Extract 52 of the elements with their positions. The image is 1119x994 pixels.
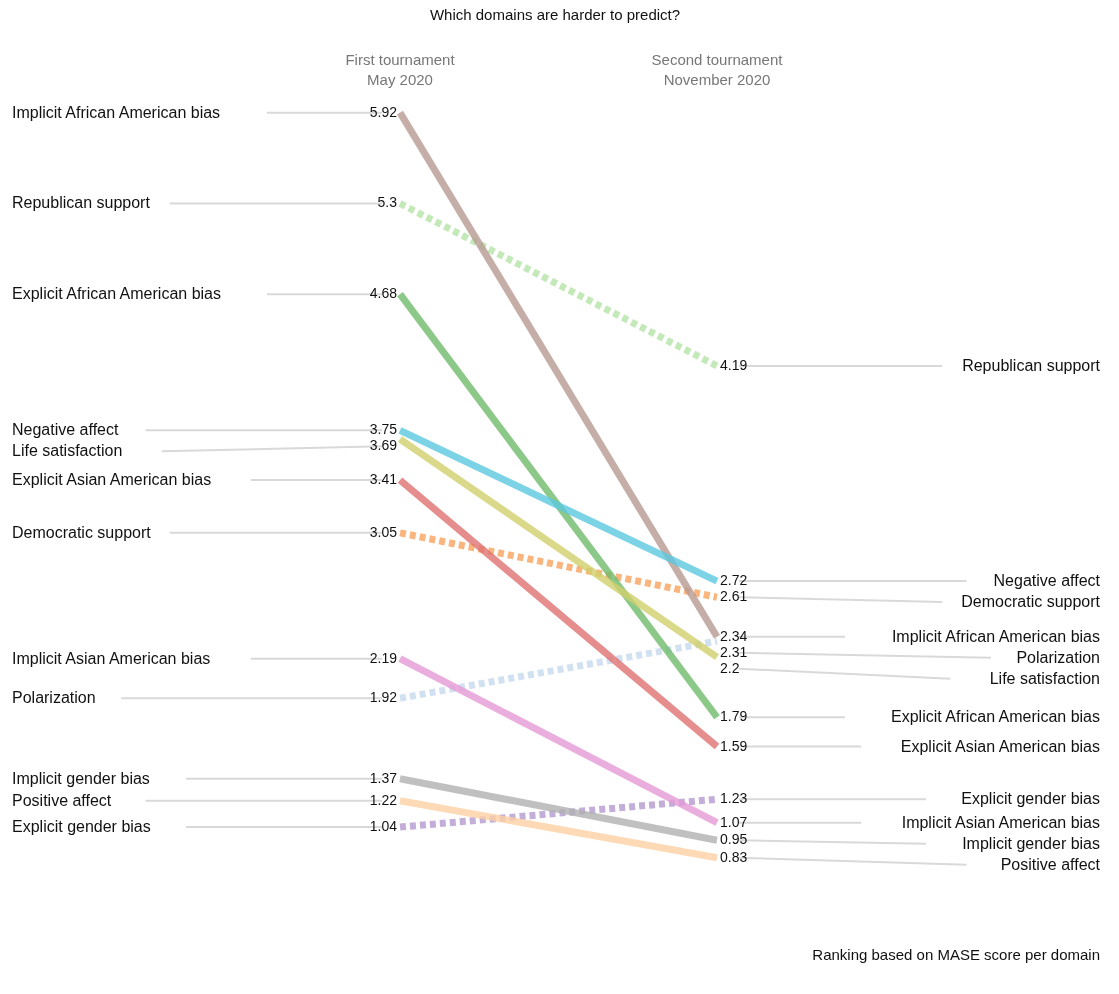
data-label: 1.59 — [720, 737, 748, 754]
text: Republican support — [962, 356, 1101, 374]
chart-title: Which domains are harder to predict? — [429, 6, 681, 23]
data-label: 3.75 — [369, 421, 398, 438]
text: Democratic support — [12, 523, 151, 541]
data-label: 1.07 — [720, 813, 748, 830]
text: Explicit gender bias — [961, 790, 1100, 808]
text: Implicit Asian American bias — [12, 649, 211, 667]
text: Implicit gender bias — [12, 769, 150, 787]
text: Explicit gender bias — [12, 818, 151, 836]
text: Implicit African American bias — [891, 627, 1100, 645]
data-label: 1.37 — [369, 769, 398, 786]
text: Implicit African American bias — [12, 103, 221, 121]
text: Life satisfaction — [989, 669, 1100, 687]
data-label: 1.92 — [369, 689, 398, 706]
data-label: 0.95 — [720, 831, 748, 848]
text: Democratic support — [961, 593, 1101, 611]
text: Ranking based on MASE score per domain — [812, 945, 1100, 963]
x-tick-label: Second tournament November 2020 — [651, 50, 784, 88]
data-label: 1.79 — [720, 708, 748, 725]
data-label: 5.92 — [369, 103, 398, 120]
text: Positive affect — [12, 791, 112, 809]
data-label: 1.04 — [369, 818, 398, 835]
text: Polarization — [1016, 648, 1100, 666]
text: Life satisfaction — [12, 442, 123, 460]
text: Negative affect — [12, 421, 119, 439]
text: Explicit Asian American bias — [12, 471, 212, 489]
data-label: 3.41 — [369, 471, 398, 488]
text: Republican support — [12, 194, 150, 212]
data-label: 4.68 — [369, 285, 398, 302]
data-label: 0.83 — [720, 848, 748, 865]
text: Explicit African American bias — [891, 708, 1100, 726]
x-tick-label: First tournament May 2020 — [345, 50, 456, 88]
data-label: 5.3 — [377, 194, 398, 211]
data-label: 3.69 — [369, 437, 398, 454]
data-label: 2.72 — [720, 572, 748, 589]
data-label: 4.19 — [720, 356, 748, 373]
text: Positive affect — [1000, 855, 1101, 873]
data-label: 1.23 — [720, 790, 748, 807]
data-label: 2.2 — [720, 659, 740, 676]
text: Negative affect — [993, 572, 1101, 590]
text: Explicit African American bias — [12, 285, 221, 303]
text: Explicit Asian American bias — [900, 737, 1100, 755]
data-label: 2.61 — [720, 588, 748, 605]
data-label: 2.31 — [720, 643, 748, 660]
text: Implicit gender bias — [962, 834, 1100, 852]
text: Implicit Asian American bias — [901, 813, 1100, 831]
data-label: 1.22 — [369, 791, 398, 808]
data-label: 3.05 — [369, 523, 398, 540]
data-label: 2.19 — [369, 649, 398, 666]
text: Polarization — [12, 689, 96, 707]
data-label: 2.34 — [720, 627, 748, 644]
